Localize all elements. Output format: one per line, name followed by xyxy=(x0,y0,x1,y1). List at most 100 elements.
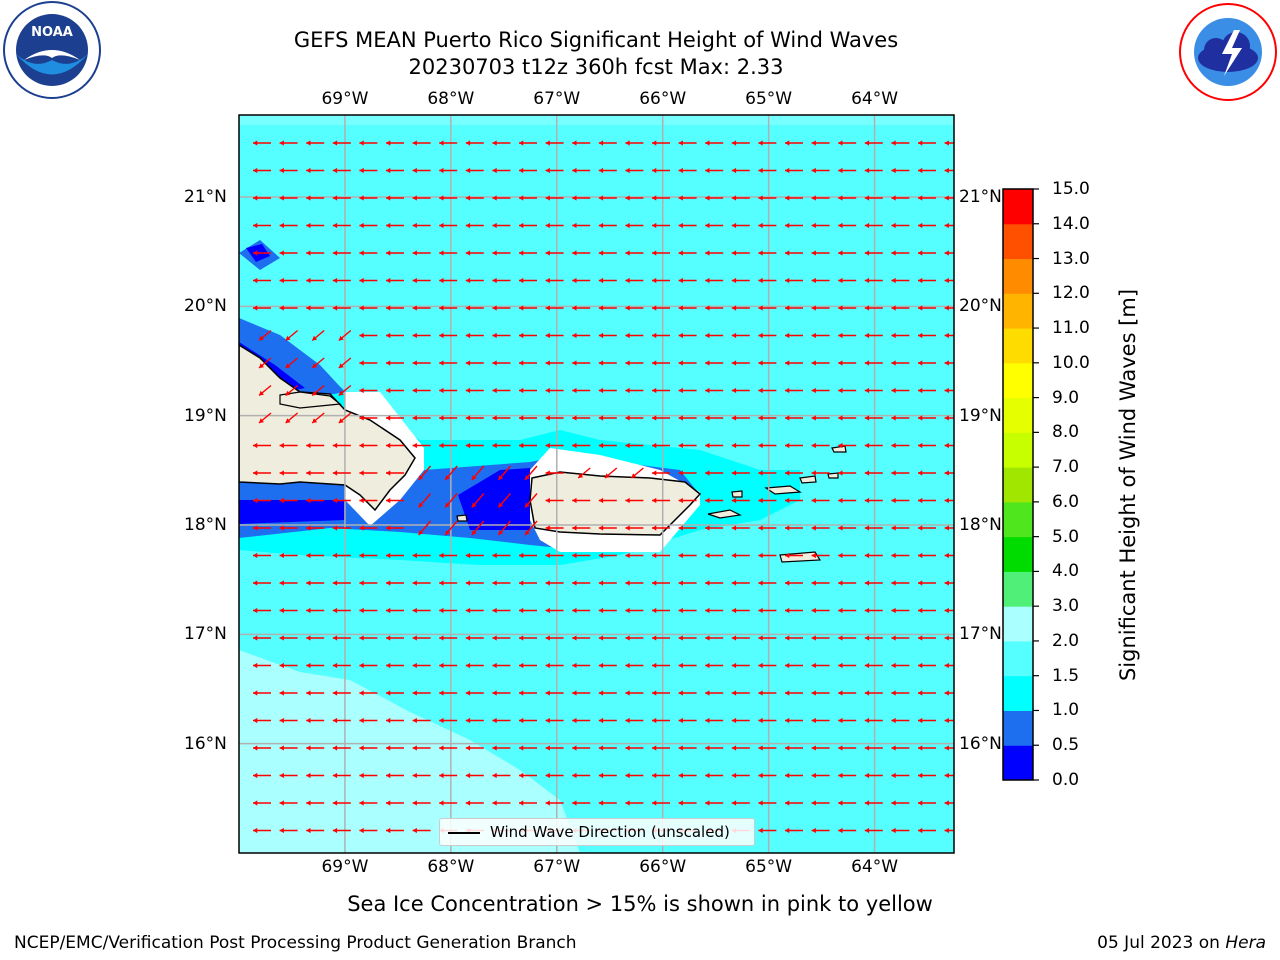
wave-direction-arrow xyxy=(785,552,803,559)
wave-direction-arrow xyxy=(918,442,936,449)
wave-direction-arrow xyxy=(731,800,750,806)
wave-direction-arrow xyxy=(471,493,485,508)
wave-direction-arrow xyxy=(572,800,591,806)
hispaniola-land xyxy=(239,344,416,512)
wave-direction-arrow xyxy=(598,140,617,146)
wave-direction-arrow xyxy=(891,525,910,531)
wave-direction-arrow xyxy=(439,415,458,421)
wave-direction-arrow xyxy=(918,717,936,724)
wave-direction-arrow xyxy=(918,690,936,696)
wave-direction-arrow xyxy=(572,222,591,229)
wave-direction-arrow xyxy=(572,690,591,696)
wave-direction-arrow xyxy=(418,520,432,536)
lat-tick-label: 19°N xyxy=(959,405,1002,426)
wave-direction-arrow xyxy=(864,525,883,531)
wave-direction-arrow xyxy=(439,140,458,146)
wave-direction-arrow xyxy=(572,772,591,779)
wave-direction-arrow xyxy=(545,470,564,476)
wave-direction-arrow xyxy=(519,717,537,724)
wave-direction-arrow xyxy=(918,607,936,614)
wave-direction-arrow xyxy=(306,552,325,559)
wave-direction-arrow xyxy=(465,167,484,174)
wave-direction-arrow xyxy=(359,772,378,779)
wave-direction-arrow xyxy=(572,745,591,751)
wave-direction-arrow xyxy=(412,717,431,724)
wave-direction-arrow xyxy=(572,497,591,504)
wave-direction-arrow xyxy=(838,635,857,641)
wave-direction-arrow xyxy=(359,717,378,724)
wave-direction-arrow xyxy=(386,662,404,669)
wave-direction-arrow xyxy=(572,195,591,201)
wave-direction-arrow xyxy=(731,305,750,311)
colorbar-segment xyxy=(1003,675,1033,711)
wave-direction-arrow xyxy=(891,222,910,229)
wave-direction-arrow xyxy=(439,277,458,284)
wave-direction-arrow xyxy=(306,772,325,779)
wave-direction-arrow xyxy=(306,717,325,724)
wave-direction-arrow xyxy=(519,552,537,559)
wave-direction-arrow xyxy=(731,222,750,229)
wave-direction-arrow xyxy=(625,442,644,449)
wave-direction-arrow xyxy=(705,305,724,311)
wave-direction-arrow xyxy=(545,745,564,751)
wave-direction-arrow xyxy=(625,772,644,779)
wave-direction-arrow xyxy=(412,415,431,421)
wave-direction-arrow xyxy=(306,690,325,696)
wave-direction-arrow xyxy=(838,415,857,421)
wave-direction-arrow xyxy=(258,329,272,342)
wave-direction-arrow xyxy=(838,277,857,284)
wave-direction-arrow xyxy=(418,493,432,508)
wave-direction-arrow xyxy=(258,384,272,397)
colorbar-tick-label: 2.0 xyxy=(1052,630,1080,651)
wave-direction-arrow xyxy=(678,415,697,421)
wave-direction-arrow xyxy=(332,635,351,641)
wave-direction-arrow xyxy=(545,360,564,366)
lon-tick-label: 69°W xyxy=(321,857,369,877)
wave-direction-arrow xyxy=(918,827,936,834)
wave-direction-arrow xyxy=(785,497,803,504)
wave-direction-arrow xyxy=(306,222,325,229)
wave-direction-arrow xyxy=(891,800,910,806)
wave-direction-arrow xyxy=(519,250,537,256)
wave-direction-arrow xyxy=(652,332,670,339)
wave-direction-arrow xyxy=(497,493,511,508)
wave-direction-arrow xyxy=(625,415,644,421)
wave-direction-arrow xyxy=(652,167,670,174)
chart-title: GEFS MEAN Puerto Rico Significant Height… xyxy=(293,28,899,52)
wave-direction-arrow xyxy=(785,140,803,146)
wave-direction-arrow xyxy=(918,800,936,806)
wave-direction-arrow xyxy=(918,635,936,641)
wave-direction-arrow xyxy=(598,662,617,669)
wave-direction-arrow xyxy=(785,580,803,586)
wave-direction-arrow xyxy=(306,580,325,586)
wave-direction-arrow xyxy=(731,360,750,366)
wave-direction-arrow xyxy=(386,607,404,614)
wave-direction-arrow xyxy=(758,772,777,779)
wave-direction-arrow xyxy=(359,827,378,834)
wave-direction-arrow xyxy=(731,387,750,394)
lon-tick-label: 68°W xyxy=(427,89,475,109)
wave-direction-arrow xyxy=(545,717,564,724)
wave-direction-arrow xyxy=(731,745,750,751)
wave-direction-arrow xyxy=(253,772,271,779)
wave-direction-arrow xyxy=(306,635,325,641)
wave-direction-arrow xyxy=(412,580,431,586)
wave-direction-arrow xyxy=(386,690,404,696)
wave-direction-arrow xyxy=(311,357,325,369)
wave-direction-arrow xyxy=(598,580,617,586)
wave-direction-arrow xyxy=(630,467,644,479)
wave-direction-arrow xyxy=(577,467,591,479)
wave-direction-arrow xyxy=(524,520,538,536)
wave-direction-arrow xyxy=(731,690,750,696)
colorbar-segment xyxy=(1003,258,1033,294)
wave-direction-arrow xyxy=(412,305,431,311)
wave-direction-arrow xyxy=(359,525,378,531)
colorbar-tick-label: 12.0 xyxy=(1052,283,1090,304)
wave-direction-arrow xyxy=(545,525,564,531)
noaa-logo-icon: NOAA xyxy=(3,1,101,99)
wave-direction-arrow xyxy=(891,415,910,421)
wave-direction-arrow xyxy=(652,222,670,229)
wave-direction-arrow xyxy=(785,635,803,641)
wave-direction-arrow xyxy=(678,525,697,531)
wave-direction-arrow xyxy=(279,305,298,311)
